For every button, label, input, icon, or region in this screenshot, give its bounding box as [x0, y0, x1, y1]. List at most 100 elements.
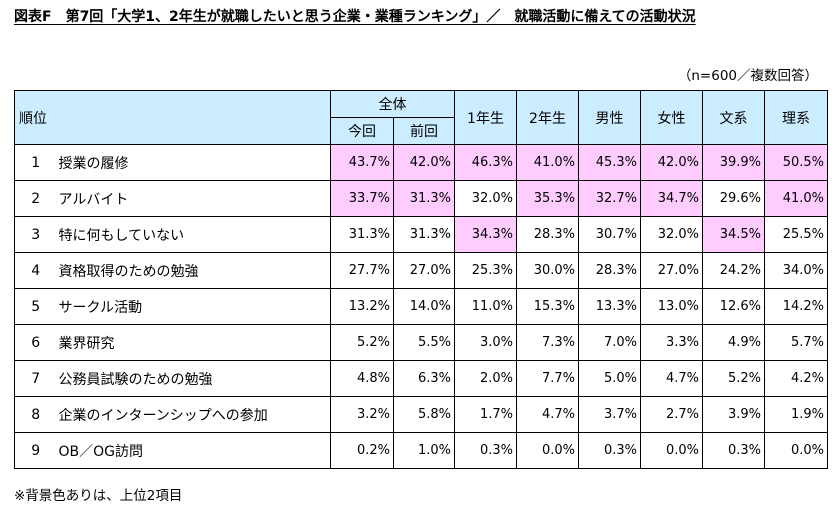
- value-cell: 4.9%: [702, 324, 765, 361]
- value-cell: 31.3%: [393, 216, 455, 253]
- value-cell: 25.3%: [454, 252, 517, 289]
- rank-number: 7: [14, 360, 57, 397]
- female-header: 女性: [640, 90, 703, 145]
- value-cell: 0.2%: [330, 432, 394, 469]
- value-cell: 0.0%: [764, 432, 828, 469]
- value-cell: 2.0%: [454, 360, 517, 397]
- value-cell: 42.0%: [393, 144, 455, 181]
- value-cell: 5.7%: [764, 324, 828, 361]
- table-row: 9 OB／OG訪問 0.2% 1.0% 0.3% 0.0% 0.3% 0.0% 0.3% 0.0%: [14, 432, 828, 469]
- this-time-header: 今回: [330, 117, 394, 145]
- activity-label: サークル活動: [56, 288, 331, 325]
- ranking-table: 順位 全体 1年生 2年生 男性 女性 文系 理系 今回 前回 1 授業の履修 43…: [14, 90, 828, 469]
- value-cell: 28.3%: [578, 252, 641, 289]
- value-cell: 31.3%: [330, 216, 394, 253]
- value-cell: 2.7%: [640, 396, 703, 433]
- value-cell: 3.7%: [578, 396, 641, 433]
- male-header: 男性: [578, 90, 641, 145]
- table-body: 1 授業の履修 43.7% 42.0% 46.3% 41.0% 45.3% 42.0% 39.9…: [14, 144, 828, 469]
- value-cell: 32.0%: [640, 216, 703, 253]
- table-row: 2 アルバイト 33.7% 31.3% 32.0% 35.3% 32.7% 34.7% 29.6…: [14, 180, 828, 217]
- value-cell: 3.9%: [702, 396, 765, 433]
- value-cell: 34.7%: [640, 180, 703, 217]
- value-cell: 11.0%: [454, 288, 517, 325]
- value-cell: 32.7%: [578, 180, 641, 217]
- activity-label: OB／OG訪問: [56, 432, 331, 469]
- value-cell: 35.3%: [516, 180, 579, 217]
- table-row: 5 サークル活動 13.2% 14.0% 11.0% 15.3% 13.3% 13.0% 12.…: [14, 288, 828, 325]
- value-cell: 5.5%: [393, 324, 455, 361]
- value-cell: 13.3%: [578, 288, 641, 325]
- value-cell: 6.3%: [393, 360, 455, 397]
- value-cell: 3.2%: [330, 396, 394, 433]
- value-cell: 13.2%: [330, 288, 394, 325]
- value-cell: 4.7%: [640, 360, 703, 397]
- science-header: 理系: [764, 90, 828, 145]
- value-cell: 28.3%: [516, 216, 579, 253]
- value-cell: 5.0%: [578, 360, 641, 397]
- value-cell: 15.3%: [516, 288, 579, 325]
- activity-label: 特に何もしていない: [56, 216, 331, 253]
- value-cell: 27.7%: [330, 252, 394, 289]
- value-cell: 30.7%: [578, 216, 641, 253]
- value-cell: 7.7%: [516, 360, 579, 397]
- value-cell: 39.9%: [702, 144, 765, 181]
- table-row: 8 企業のインターンシップへの参加 3.2% 5.8% 1.7% 4.7% 3.7% 2.7%…: [14, 396, 828, 433]
- value-cell: 3.0%: [454, 324, 517, 361]
- value-cell: 46.3%: [454, 144, 517, 181]
- first-year-header: 1年生: [454, 90, 517, 145]
- value-cell: 41.0%: [516, 144, 579, 181]
- table-row: 7 公務員試験のための勉強 4.8% 6.3% 2.0% 7.7% 5.0% 4.7% 5.2%…: [14, 360, 828, 397]
- value-cell: 5.8%: [393, 396, 455, 433]
- rank-number: 8: [14, 396, 57, 433]
- value-cell: 4.2%: [764, 360, 828, 397]
- value-cell: 1.7%: [454, 396, 517, 433]
- second-year-header: 2年生: [516, 90, 579, 145]
- value-cell: 27.0%: [640, 252, 703, 289]
- value-cell: 14.2%: [764, 288, 828, 325]
- value-cell: 4.8%: [330, 360, 394, 397]
- value-cell: 0.3%: [702, 432, 765, 469]
- value-cell: 50.5%: [764, 144, 828, 181]
- value-cell: 45.3%: [578, 144, 641, 181]
- rank-number: 5: [14, 288, 57, 325]
- rank-number: 2: [14, 180, 57, 217]
- value-cell: 34.5%: [702, 216, 765, 253]
- value-cell: 29.6%: [702, 180, 765, 217]
- value-cell: 33.7%: [330, 180, 394, 217]
- sample-note: （n=600／複数回答）: [677, 68, 818, 84]
- rank-number: 3: [14, 216, 57, 253]
- rank-number: 4: [14, 252, 57, 289]
- value-cell: 3.3%: [640, 324, 703, 361]
- value-cell: 0.3%: [578, 432, 641, 469]
- rank-number: 1: [14, 144, 57, 181]
- value-cell: 13.0%: [640, 288, 703, 325]
- value-cell: 32.0%: [454, 180, 517, 217]
- value-cell: 25.5%: [764, 216, 828, 253]
- table-row: 1 授業の履修 43.7% 42.0% 46.3% 41.0% 45.3% 42.0% 39.9…: [14, 144, 828, 181]
- rank-header: 順位: [14, 90, 331, 145]
- rank-number: 6: [14, 324, 57, 361]
- previous-header: 前回: [393, 117, 455, 145]
- value-cell: 0.3%: [454, 432, 517, 469]
- table-row: 3 特に何もしていない 31.3% 31.3% 34.3% 28.3% 30.7% 32.0%…: [14, 216, 828, 253]
- value-cell: 4.7%: [516, 396, 579, 433]
- activity-label: 資格取得のための勉強: [56, 252, 331, 289]
- activity-label: アルバイト: [56, 180, 331, 217]
- rank-number: 9: [14, 432, 57, 469]
- value-cell: 1.9%: [764, 396, 828, 433]
- humanities-header: 文系: [702, 90, 765, 145]
- value-cell: 5.2%: [330, 324, 394, 361]
- page-title: 図表F 第7回「大学1、2年生が就職したいと思う企業・業種ランキング」／ 就職活…: [14, 9, 696, 25]
- activity-label: 企業のインターンシップへの参加: [56, 396, 331, 433]
- value-cell: 0.0%: [516, 432, 579, 469]
- table-row: 4 資格取得のための勉強 27.7% 27.0% 25.3% 30.0% 28.3% 27.0…: [14, 252, 828, 289]
- value-cell: 14.0%: [393, 288, 455, 325]
- value-cell: 34.3%: [454, 216, 517, 253]
- value-cell: 34.0%: [764, 252, 828, 289]
- activity-label: 授業の履修: [56, 144, 331, 181]
- value-cell: 1.0%: [393, 432, 455, 469]
- value-cell: 43.7%: [330, 144, 394, 181]
- value-cell: 31.3%: [393, 180, 455, 217]
- table-row: 6 業界研究 5.2% 5.5% 3.0% 7.3% 7.0% 3.3% 4.9% 5.7%: [14, 324, 828, 361]
